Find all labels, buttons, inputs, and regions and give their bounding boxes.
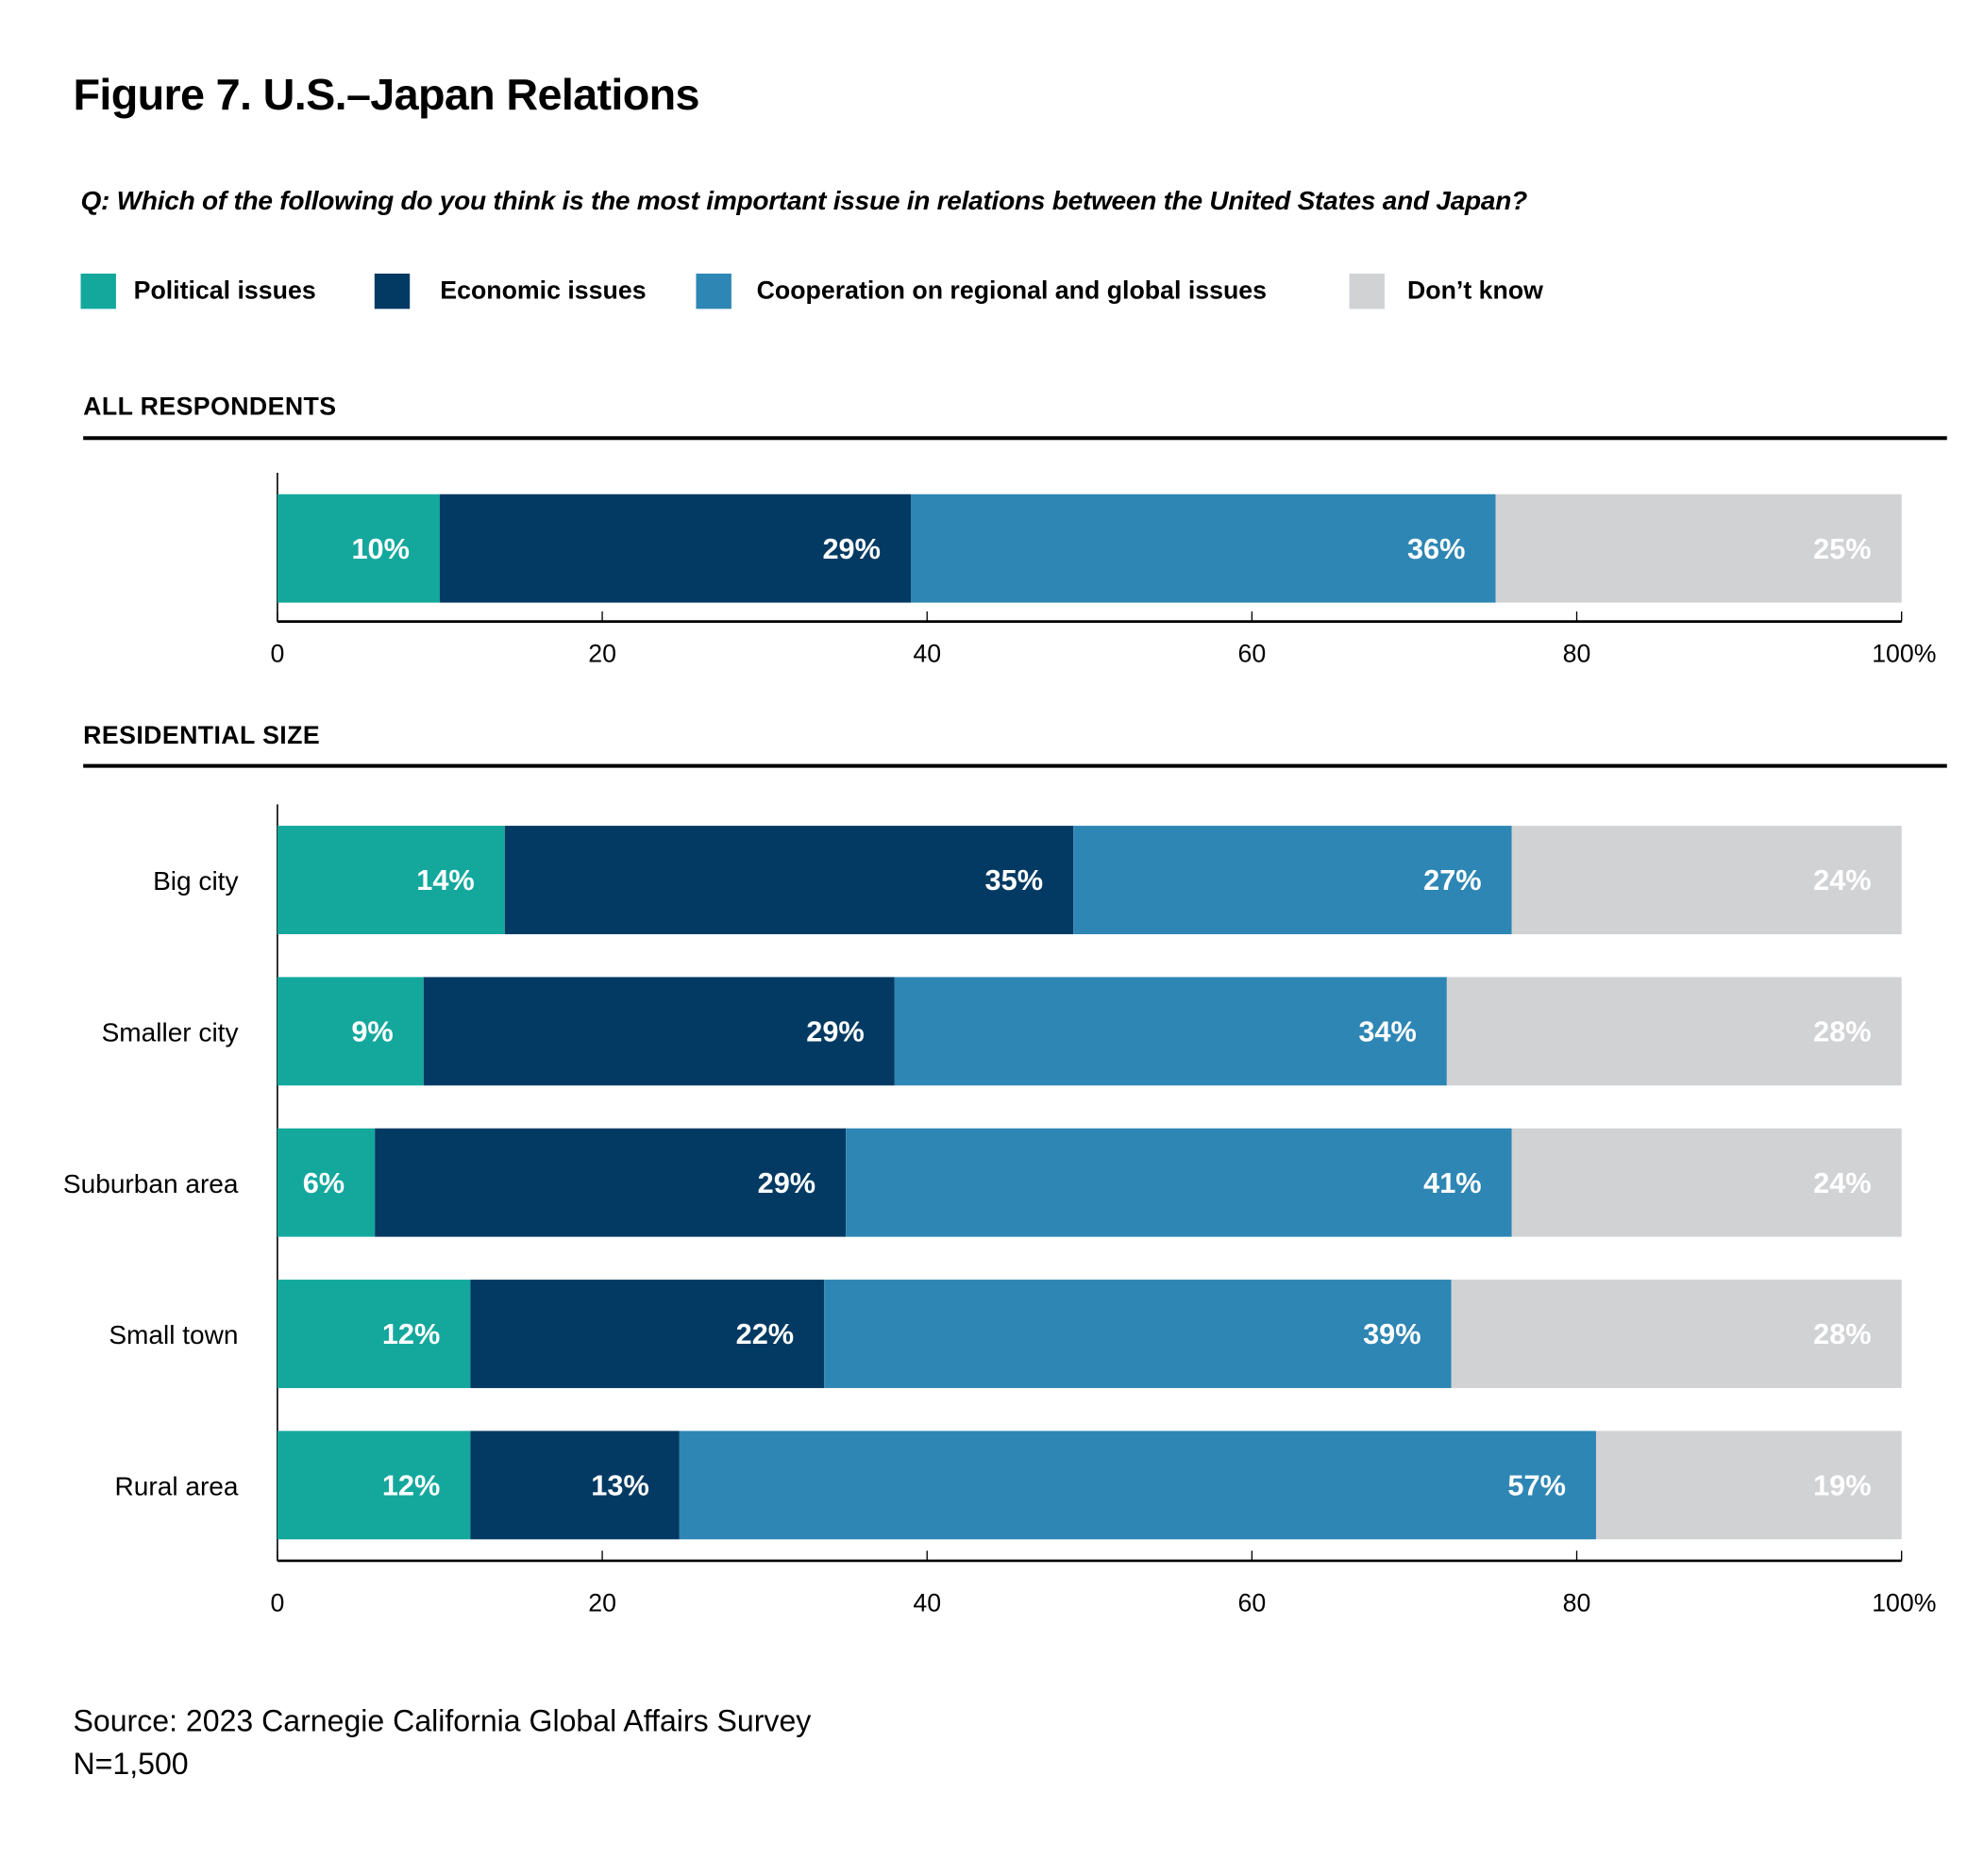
bar-segment: [1511, 826, 1902, 934]
bar-segment: [1595, 1431, 1902, 1540]
x-tick-label: 100%: [1872, 1588, 1936, 1616]
data-label: 28%: [1813, 1015, 1871, 1048]
bar-segment: [277, 826, 505, 934]
legend: Political issues Economic issues Coopera…: [0, 273, 1967, 311]
bar-segment: [846, 1128, 1512, 1237]
legend-swatch: [696, 273, 731, 310]
x-tick-label: 60: [1238, 1588, 1267, 1616]
legend-item-economic: Economic issues: [374, 273, 647, 310]
legend-item-political: Political issues: [80, 273, 316, 310]
x-tick-label: 60: [1238, 639, 1267, 667]
bar-segment: [679, 1431, 1596, 1540]
bar-segment: [1451, 1280, 1902, 1388]
bar-segment: [375, 1128, 847, 1237]
category-label: Big city: [153, 866, 238, 896]
x-tick-label: 100%: [1872, 639, 1936, 667]
x-tick-label: 40: [913, 1588, 941, 1616]
x-tick-label: 40: [913, 639, 941, 667]
data-label: 6%: [303, 1166, 345, 1199]
section-title-residential: RESIDENTIAL SIZE: [83, 722, 321, 750]
data-label: 12%: [382, 1468, 440, 1501]
data-label: 57%: [1507, 1468, 1565, 1501]
data-label: 19%: [1813, 1468, 1871, 1501]
legend-item-dont-know: Don’t know: [1349, 273, 1543, 310]
bar-segment: [911, 494, 1496, 603]
x-tick-label: 20: [588, 639, 616, 667]
bar-segment: [277, 1128, 376, 1237]
data-label: 29%: [758, 1166, 815, 1199]
data-label: 36%: [1407, 532, 1465, 565]
category-label: Rural area: [115, 1471, 239, 1500]
bar-segment: [277, 1280, 471, 1388]
category-label: Suburban area: [63, 1169, 239, 1198]
bar-segment: [1511, 1128, 1902, 1237]
x-tick-label: 20: [588, 1588, 616, 1616]
data-label: 28%: [1813, 1317, 1871, 1350]
x-tick-label: 80: [1563, 1588, 1591, 1616]
bar-segment: [1495, 494, 1902, 603]
figure-title: Figure 7. U.S.–Japan Relations: [73, 70, 699, 120]
x-tick-label: 0: [270, 1588, 284, 1616]
x-tick-label: 80: [1563, 639, 1591, 667]
legend-swatch: [374, 273, 411, 310]
bar-segment: [277, 494, 440, 603]
bar-segment: [277, 977, 424, 1086]
survey-question: Q: Which of the following do you think i…: [80, 186, 1528, 216]
bar-segment: [470, 1280, 825, 1388]
bar-segment: [504, 826, 1074, 934]
data-label: 41%: [1423, 1166, 1481, 1199]
category-label: Small town: [109, 1320, 238, 1349]
x-tick-label: 0: [270, 639, 284, 667]
bar-segment: [894, 977, 1447, 1086]
source-note: Source: 2023 Carnegie California Global …: [73, 1704, 812, 1739]
data-label: 34%: [1358, 1015, 1416, 1048]
bar-segment: [423, 977, 895, 1086]
legend-item-cooperation: Cooperation on regional and global issue…: [696, 273, 1268, 310]
data-label: 35%: [985, 863, 1043, 896]
section-title-all: ALL RESPONDENTS: [83, 393, 337, 422]
legend-label: Don’t know: [1406, 276, 1543, 305]
legend-label: Economic issues: [440, 276, 647, 305]
data-label: 24%: [1813, 1166, 1871, 1199]
legend-swatch: [80, 273, 116, 310]
data-label: 22%: [736, 1317, 794, 1350]
section-rule: [83, 436, 1947, 441]
legend-label: Political issues: [133, 276, 316, 305]
bar-segment: [439, 494, 912, 603]
data-label: 39%: [1363, 1317, 1421, 1350]
data-label: 24%: [1813, 863, 1871, 896]
data-label: 27%: [1423, 863, 1481, 896]
section-rule: [83, 763, 1947, 768]
bar-segment: [1446, 977, 1902, 1086]
legend-label: Cooperation on regional and global issue…: [756, 276, 1268, 305]
data-label: 29%: [806, 1015, 864, 1048]
data-label: 29%: [822, 532, 880, 565]
data-label: 13%: [591, 1468, 648, 1501]
bar-segment: [470, 1431, 680, 1540]
bar-segment: [277, 1431, 471, 1540]
legend-swatch: [1349, 273, 1385, 310]
data-label: 14%: [416, 863, 474, 896]
data-label: 10%: [351, 532, 409, 565]
data-label: 9%: [351, 1015, 393, 1048]
sample-size: N=1,500: [73, 1747, 189, 1782]
data-label: 12%: [382, 1317, 440, 1350]
bar-segment: [824, 1280, 1452, 1388]
bar-segment: [1073, 826, 1512, 934]
category-label: Smaller city: [102, 1018, 239, 1047]
data-label: 25%: [1813, 532, 1871, 565]
